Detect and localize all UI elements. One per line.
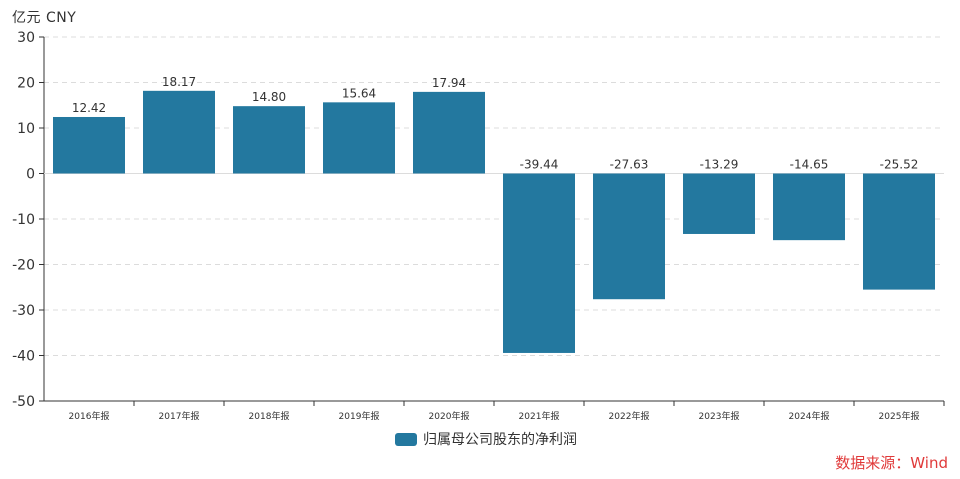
legend-label: 归属母公司股东的净利润 bbox=[423, 432, 577, 448]
bar[interactable] bbox=[863, 173, 935, 290]
x-tick-label: 2019年报 bbox=[339, 410, 380, 422]
y-tick-label: -10 bbox=[12, 212, 35, 228]
data-label: -25.52 bbox=[880, 158, 919, 172]
legend-swatch bbox=[395, 432, 417, 446]
x-tick-label: 2017年报 bbox=[159, 410, 200, 422]
y-tick-label: -50 bbox=[12, 394, 35, 410]
y-tick-label: -40 bbox=[12, 349, 35, 365]
bar[interactable] bbox=[683, 173, 755, 234]
legend[interactable]: 归属母公司股东的净利润 bbox=[395, 429, 577, 449]
data-label: 18.17 bbox=[162, 75, 196, 89]
data-label: -14.65 bbox=[790, 158, 829, 172]
data-label: -27.63 bbox=[610, 158, 649, 172]
x-tick-label: 2023年报 bbox=[699, 410, 740, 422]
y-tick-label: 10 bbox=[17, 121, 35, 137]
bar[interactable] bbox=[773, 173, 845, 241]
x-tick-label: 2021年报 bbox=[519, 410, 560, 422]
data-label: 14.80 bbox=[252, 90, 286, 104]
bars bbox=[53, 90, 935, 353]
bar[interactable] bbox=[323, 102, 395, 174]
data-source: 数据来源：Wind bbox=[835, 454, 948, 472]
bar[interactable] bbox=[593, 173, 665, 300]
y-tick-label: 20 bbox=[17, 76, 35, 92]
y-tick-label: 30 bbox=[17, 30, 35, 46]
x-tick-label: 2024年报 bbox=[789, 410, 830, 422]
data-label: 12.42 bbox=[72, 101, 106, 115]
x-tick-label: 2018年报 bbox=[249, 410, 290, 422]
bar[interactable] bbox=[233, 106, 305, 174]
y-tick-label: -20 bbox=[12, 258, 35, 274]
bar[interactable] bbox=[503, 173, 575, 353]
bar[interactable] bbox=[53, 116, 125, 174]
y-axis-unit-label: 亿元 CNY bbox=[12, 10, 77, 26]
x-tick-label: 2016年报 bbox=[69, 410, 110, 422]
data-label: -13.29 bbox=[700, 158, 739, 172]
data-labels: 12.42 18.17 14.80 15.64 17.94 -39.44 -27.63 -13… bbox=[72, 75, 919, 172]
bar[interactable] bbox=[413, 91, 485, 174]
data-label: -39.44 bbox=[520, 158, 559, 172]
x-tick-label: 2025年报 bbox=[879, 410, 920, 422]
data-label: 15.64 bbox=[342, 86, 376, 100]
y-tick-label: -30 bbox=[12, 303, 35, 319]
y-tick-label: 0 bbox=[26, 167, 35, 183]
x-tick-label: 2022年报 bbox=[609, 410, 650, 422]
bar[interactable] bbox=[143, 90, 215, 174]
data-label: 17.94 bbox=[432, 76, 466, 90]
x-tick-label: 2020年报 bbox=[429, 410, 470, 422]
